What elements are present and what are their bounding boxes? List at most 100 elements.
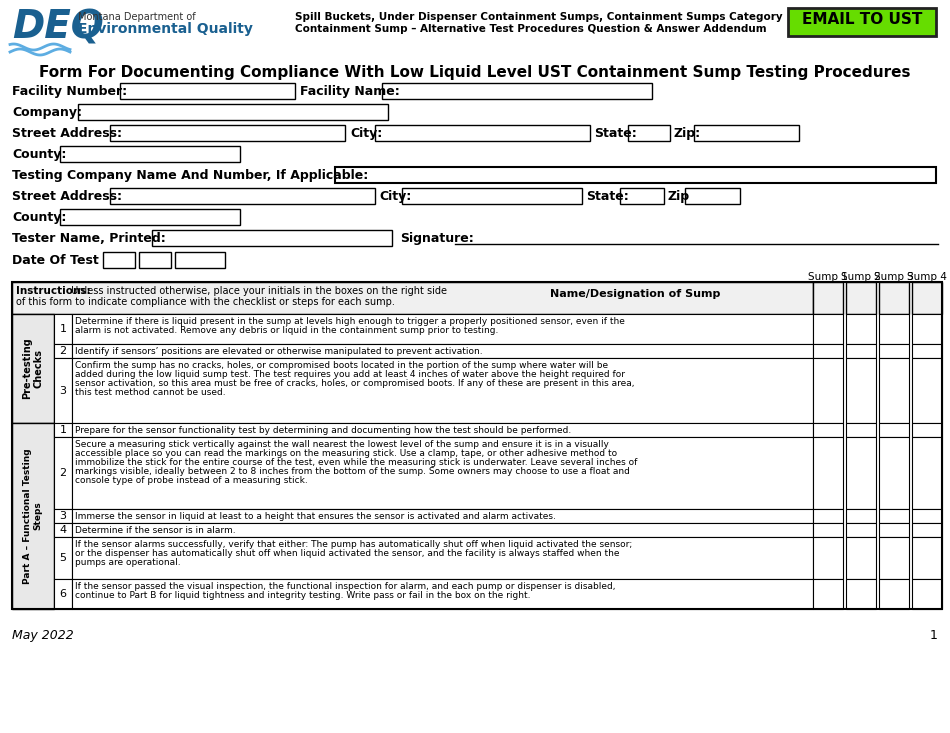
Text: pumps are operational.: pumps are operational. bbox=[75, 558, 180, 567]
Bar bbox=[72, 523, 813, 537]
Text: Determine if the sensor is in alarm.: Determine if the sensor is in alarm. bbox=[75, 526, 236, 535]
Text: County:: County: bbox=[12, 148, 66, 161]
Text: Street Address:: Street Address: bbox=[12, 127, 122, 140]
Bar bbox=[175, 252, 225, 268]
Bar bbox=[813, 537, 843, 579]
Bar bbox=[912, 358, 942, 423]
Bar bbox=[120, 83, 295, 99]
Bar bbox=[912, 523, 942, 537]
Bar bbox=[620, 188, 664, 204]
Text: immobilize the stick for the entire course of the test, even while the measuring: immobilize the stick for the entire cour… bbox=[75, 458, 637, 467]
Bar bbox=[72, 423, 813, 437]
Bar bbox=[912, 314, 942, 344]
Bar bbox=[813, 344, 843, 358]
Text: Facility Number:: Facility Number: bbox=[12, 85, 127, 98]
Bar bbox=[335, 167, 936, 183]
Text: Part A – Functional Testing
Steps: Part A – Functional Testing Steps bbox=[24, 448, 43, 583]
Bar bbox=[846, 523, 876, 537]
Bar bbox=[72, 358, 813, 423]
Bar bbox=[879, 344, 909, 358]
Bar bbox=[72, 437, 813, 509]
Text: Pre-testing
Checks: Pre-testing Checks bbox=[22, 338, 44, 399]
Text: Spill Buckets, Under Dispenser Containment Sumps, Containment Sumps Category: Spill Buckets, Under Dispenser Containme… bbox=[295, 12, 783, 22]
Bar bbox=[846, 314, 876, 344]
Bar bbox=[382, 83, 652, 99]
Bar bbox=[912, 344, 942, 358]
Text: Sump 3: Sump 3 bbox=[874, 272, 914, 282]
Bar bbox=[813, 314, 843, 344]
Text: sensor activation, so this area must be free of cracks, holes, or compromised bo: sensor activation, so this area must be … bbox=[75, 379, 635, 388]
Bar bbox=[54, 423, 72, 437]
Text: Secure a measuring stick vertically against the wall nearest the lowest level of: Secure a measuring stick vertically agai… bbox=[75, 440, 609, 449]
Bar bbox=[879, 509, 909, 523]
Text: State:: State: bbox=[594, 127, 636, 140]
Text: 1: 1 bbox=[60, 324, 66, 334]
Text: markings visible, ideally between 2 to 8 inches from the bottom of the sump. Som: markings visible, ideally between 2 to 8… bbox=[75, 467, 630, 476]
Bar bbox=[54, 358, 72, 423]
Text: Zip: Zip bbox=[667, 190, 689, 203]
Text: Sump 2: Sump 2 bbox=[841, 272, 881, 282]
Bar bbox=[879, 537, 909, 579]
Bar bbox=[813, 282, 843, 314]
Bar bbox=[12, 314, 54, 423]
Text: Tester Name, Printed:: Tester Name, Printed: bbox=[12, 232, 165, 245]
Bar bbox=[54, 344, 72, 358]
Text: added during the low liquid sump test. The test requires you add at least 4 inch: added during the low liquid sump test. T… bbox=[75, 370, 625, 379]
Bar bbox=[813, 358, 843, 423]
Text: Prepare for the sensor functionality test by determining and documenting how the: Prepare for the sensor functionality tes… bbox=[75, 426, 571, 435]
Text: May 2022: May 2022 bbox=[12, 629, 74, 642]
Text: Confirm the sump has no cracks, holes, or compromised boots located in the porti: Confirm the sump has no cracks, holes, o… bbox=[75, 361, 608, 370]
Bar bbox=[879, 358, 909, 423]
Bar bbox=[54, 537, 72, 579]
Text: Company:: Company: bbox=[12, 106, 82, 119]
Text: Montana Department of: Montana Department of bbox=[78, 12, 196, 22]
Text: 5: 5 bbox=[60, 553, 66, 563]
Bar bbox=[879, 579, 909, 609]
Text: Unless instructed otherwise, place your initials in the boxes on the right side: Unless instructed otherwise, place your … bbox=[68, 286, 447, 296]
Text: 2: 2 bbox=[60, 346, 66, 356]
Bar bbox=[78, 104, 388, 120]
Bar bbox=[846, 437, 876, 509]
Text: Immerse the sensor in liquid at least to a height that ensures the sensor is act: Immerse the sensor in liquid at least to… bbox=[75, 512, 556, 521]
Text: 1: 1 bbox=[930, 629, 938, 642]
Bar bbox=[846, 423, 876, 437]
Text: 4: 4 bbox=[60, 525, 66, 535]
Text: 3: 3 bbox=[60, 511, 66, 521]
Bar bbox=[846, 579, 876, 609]
Bar bbox=[110, 188, 375, 204]
Bar bbox=[912, 579, 942, 609]
Bar bbox=[402, 188, 582, 204]
Bar bbox=[110, 125, 345, 141]
Text: 3: 3 bbox=[60, 386, 66, 396]
Bar bbox=[846, 358, 876, 423]
Text: Facility Name:: Facility Name: bbox=[300, 85, 400, 98]
Bar bbox=[54, 579, 72, 609]
Bar bbox=[879, 437, 909, 509]
Text: of this form to indicate compliance with the checklist or steps for each sump.: of this form to indicate compliance with… bbox=[16, 297, 395, 307]
Text: EMAIL TO UST: EMAIL TO UST bbox=[802, 12, 922, 27]
Bar bbox=[54, 314, 72, 344]
Bar bbox=[12, 282, 942, 609]
Bar bbox=[12, 423, 54, 609]
Bar bbox=[813, 523, 843, 537]
Text: Date Of Test: Date Of Test bbox=[12, 254, 99, 267]
Bar bbox=[813, 423, 843, 437]
Bar bbox=[846, 344, 876, 358]
Text: Form For Documenting Compliance With Low Liquid Level UST Containment Sump Testi: Form For Documenting Compliance With Low… bbox=[39, 65, 911, 80]
Bar bbox=[879, 282, 909, 314]
Text: 1: 1 bbox=[60, 425, 66, 435]
Bar bbox=[846, 282, 876, 314]
Bar bbox=[375, 125, 590, 141]
Bar bbox=[912, 282, 942, 314]
Bar bbox=[54, 523, 72, 537]
Bar bbox=[879, 314, 909, 344]
Text: Environmental Quality: Environmental Quality bbox=[78, 22, 253, 36]
Text: 6: 6 bbox=[60, 589, 66, 599]
Bar bbox=[54, 437, 72, 509]
Bar bbox=[60, 146, 240, 162]
Text: Signature:: Signature: bbox=[400, 232, 474, 245]
Text: State:: State: bbox=[586, 190, 629, 203]
Bar bbox=[912, 537, 942, 579]
Text: DEQ: DEQ bbox=[12, 8, 104, 46]
Bar bbox=[72, 537, 813, 579]
